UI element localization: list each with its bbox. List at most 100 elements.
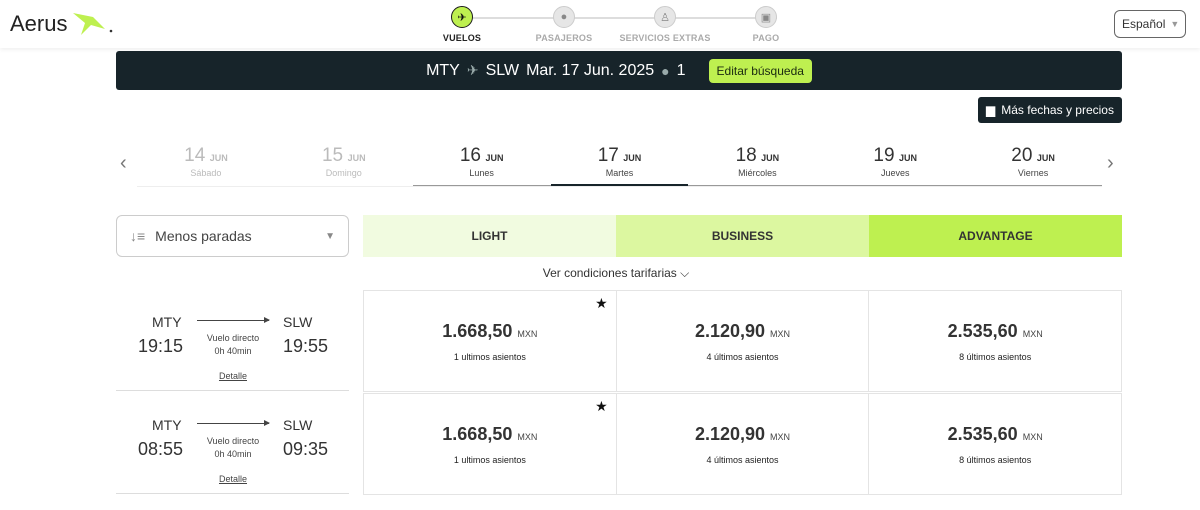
- prev-dates-arrow-icon[interactable]: ‹: [120, 152, 127, 174]
- edit-search-button[interactable]: Editar búsqueda: [708, 58, 812, 83]
- date-weekday: Viernes: [1017, 168, 1049, 178]
- date-day: 19: [873, 145, 895, 166]
- fare-cell[interactable]: ★ 1.668,50 MXN 1 ultimos asientos: [363, 291, 616, 391]
- date-option[interactable]: 20 JUN Viernes: [964, 145, 1103, 186]
- date-day: 14: [184, 145, 206, 166]
- logo-text: Aerus: [10, 11, 68, 36]
- fare-cells: ★ 1.668,50 MXN 1 ultimos asientos 2.120,90 …: [363, 393, 1123, 495]
- seats-left: 4 últimos asientos: [706, 352, 779, 362]
- language-select[interactable]: Español ▼: [1114, 10, 1186, 38]
- seats-left: 8 últimos asientos: [959, 455, 1032, 465]
- destination-code: SLW: [485, 61, 520, 79]
- arrow-right-icon: [197, 317, 270, 323]
- flight-info: MTY 19:15 SLW 19:55 Vuelo directo 0h 40mi…: [116, 290, 349, 391]
- logo-mark-icon: [73, 13, 113, 35]
- price-currency: MXN: [770, 432, 791, 442]
- origin-code: MTY: [152, 417, 182, 433]
- progress-stepper: ✈ VUELOS ● PASAJEROS ♙ SERVICIOS EXTRAS ▣ PA…: [412, 6, 816, 46]
- price-currency: MXN: [1022, 432, 1043, 442]
- date-carousel: 14 JUN Sábado 15 JUN Domingo 16 JUN Lunes 17 J…: [137, 145, 1103, 187]
- date-month: JUN: [347, 153, 366, 163]
- date-option[interactable]: 14 JUN Sábado: [137, 145, 275, 186]
- date-month: JUN: [761, 153, 780, 163]
- flight-row: MTY 08:55 SLW 09:35 Vuelo directo 0h 40mi…: [116, 393, 1123, 495]
- money-icon: ▣: [755, 6, 777, 28]
- date-option[interactable]: 19 JUN Jueves: [826, 145, 965, 186]
- date-weekday: Domingo: [325, 168, 362, 178]
- date-day: 16: [459, 145, 481, 166]
- caret-down-icon: ▼: [1170, 19, 1180, 29]
- step-vuelos: ✈ VUELOS: [412, 6, 512, 43]
- passenger-count: 1: [676, 61, 686, 79]
- fare-header-light[interactable]: LIGHT: [363, 215, 616, 257]
- detail-link[interactable]: Detalle: [218, 371, 247, 381]
- fare-header-advantage[interactable]: ADVANTAGE: [869, 215, 1122, 257]
- sort-icon: ↓≡: [130, 228, 146, 244]
- departure-time: 19:15: [138, 336, 184, 356]
- date-day: 15: [321, 145, 344, 166]
- language-label: Español: [1122, 17, 1166, 31]
- fare-conditions-label: Ver condiciones tarifarias: [542, 266, 677, 280]
- plane-icon: ✈: [451, 6, 473, 28]
- next-dates-arrow-icon[interactable]: ›: [1107, 152, 1114, 174]
- seats-left: 4 últimos asientos: [706, 455, 779, 465]
- more-dates-button[interactable]: ▆ Más fechas y precios: [978, 97, 1122, 123]
- fare-cell[interactable]: 2.535,60 MXN 8 últimos asientos: [868, 394, 1123, 494]
- date-option[interactable]: 16 JUN Lunes: [412, 145, 551, 186]
- flight-summary: Vuelo directo 0h 40min: [196, 332, 270, 358]
- price-amount: 2.535,60: [947, 321, 1018, 341]
- sort-select[interactable]: ↓≡ Menos paradas ▼: [116, 215, 349, 257]
- fare-cell[interactable]: ★ 1.668,50 MXN 1 ultimos asientos: [363, 394, 616, 494]
- chevron-down-icon: ⌵: [680, 266, 690, 280]
- date-option[interactable]: 15 JUN Domingo: [275, 145, 413, 186]
- flight-type: Vuelo directo: [206, 333, 260, 343]
- departure-time: 08:55: [138, 439, 184, 459]
- origin-code: MTY: [152, 314, 182, 330]
- step-label: PASAJEROS: [535, 33, 593, 43]
- date-weekday: Sábado: [190, 168, 222, 178]
- date-month: JUN: [623, 153, 642, 163]
- search-date: Mar. 17 Jun. 2025: [526, 61, 655, 79]
- flight-type: Vuelo directo: [206, 436, 260, 446]
- header: Aerus ✈ VUELOS ● PASAJEROS ♙ SERVICIOS EXTR…: [0, 0, 1200, 48]
- price-currency: MXN: [517, 432, 538, 442]
- fare-cell[interactable]: 2.120,90 MXN 4 últimos asientos: [615, 394, 869, 494]
- seats-left: 1 ultimos asientos: [453, 352, 526, 362]
- price-amount: 1.668,50: [442, 321, 513, 341]
- date-weekday: Martes: [605, 168, 634, 178]
- caret-down-icon: ▼: [325, 230, 335, 242]
- seats-left: 1 ultimos asientos: [453, 455, 526, 465]
- destination-code: SLW: [283, 417, 313, 433]
- date-option[interactable]: 18 JUN Miércoles: [688, 145, 827, 186]
- price-amount: 2.120,90: [694, 424, 766, 444]
- seats-left: 8 últimos asientos: [959, 352, 1032, 362]
- fare-cell[interactable]: 2.120,90 MXN 4 últimos asientos: [615, 291, 869, 391]
- date-month: JUN: [485, 153, 504, 163]
- fare-conditions-link[interactable]: Ver condiciones tarifarias ⌵: [363, 266, 869, 281]
- plane-icon: ✈: [466, 62, 479, 78]
- person-icon: ●: [553, 6, 575, 28]
- logo[interactable]: Aerus: [10, 11, 113, 37]
- fare-headers: LIGHT BUSINESS ADVANTAGE: [363, 215, 1122, 257]
- detail-link[interactable]: Detalle: [218, 474, 247, 484]
- fare-header-business[interactable]: BUSINESS: [616, 215, 869, 257]
- sort-selected: Menos paradas: [155, 228, 252, 244]
- price-currency: MXN: [517, 329, 538, 339]
- calendar-icon: ▆: [986, 103, 996, 117]
- destination-code: SLW: [283, 314, 313, 330]
- step-label: VUELOS: [442, 33, 482, 43]
- flight-info: MTY 08:55 SLW 09:35 Vuelo directo 0h 40mi…: [116, 393, 349, 494]
- date-month: JUN: [209, 153, 228, 163]
- flight-duration: 0h 40min: [214, 346, 252, 356]
- flight-summary: Vuelo directo 0h 40min: [196, 435, 270, 461]
- flight-duration: 0h 40min: [214, 449, 252, 459]
- more-dates-label: Más fechas y precios: [1001, 103, 1114, 117]
- fare-cell[interactable]: 2.535,60 MXN 8 últimos asientos: [868, 291, 1123, 391]
- step-servicios-extras: ♙ SERVICIOS EXTRAS: [615, 6, 715, 43]
- step-pasajeros: ● PASAJEROS: [514, 6, 614, 43]
- date-option[interactable]: 17 JUN Martes: [550, 145, 689, 186]
- price-currency: MXN: [770, 329, 791, 339]
- date-weekday: Lunes: [469, 168, 494, 178]
- date-month: JUN: [899, 153, 918, 163]
- seat-icon: ♙: [654, 6, 676, 28]
